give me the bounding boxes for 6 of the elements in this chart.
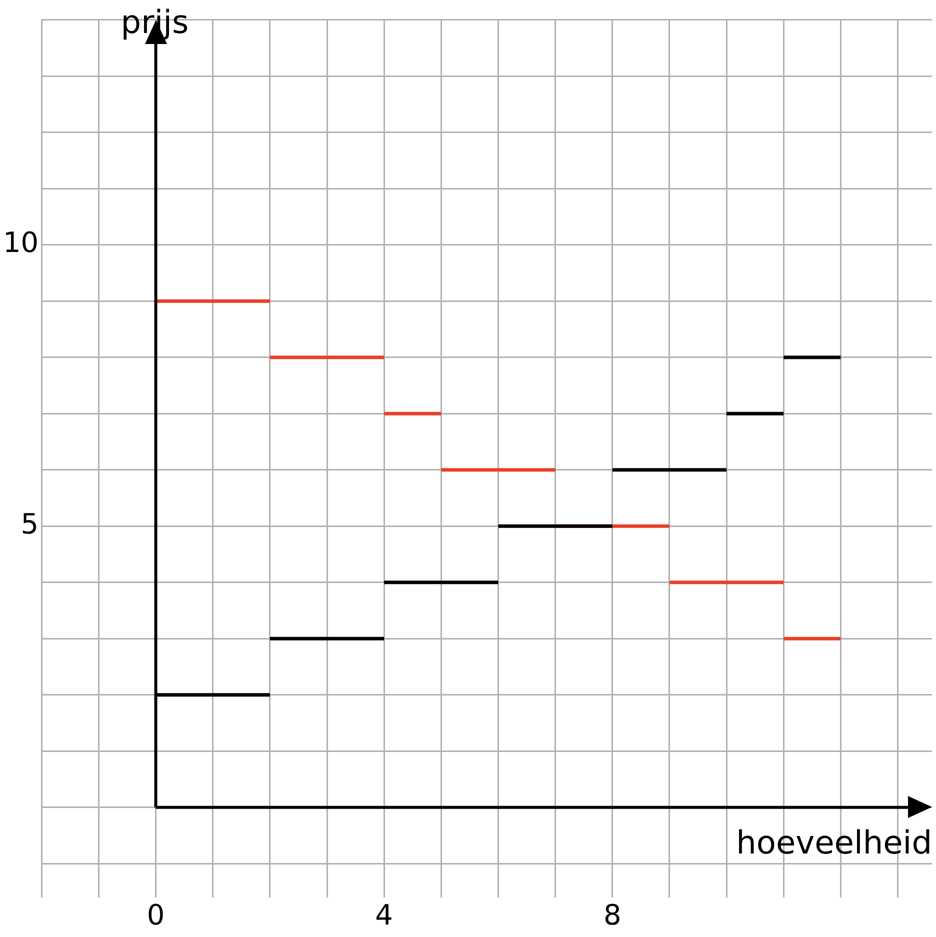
- x-axis-title: hoeveelheid: [736, 824, 932, 862]
- x-tick-label: 0: [146, 898, 165, 932]
- y-tick-label: 5: [20, 507, 39, 540]
- x-tick-label: 8: [603, 898, 622, 932]
- x-tick-label: 4: [375, 898, 393, 932]
- y-tick-label: 10: [2, 226, 39, 260]
